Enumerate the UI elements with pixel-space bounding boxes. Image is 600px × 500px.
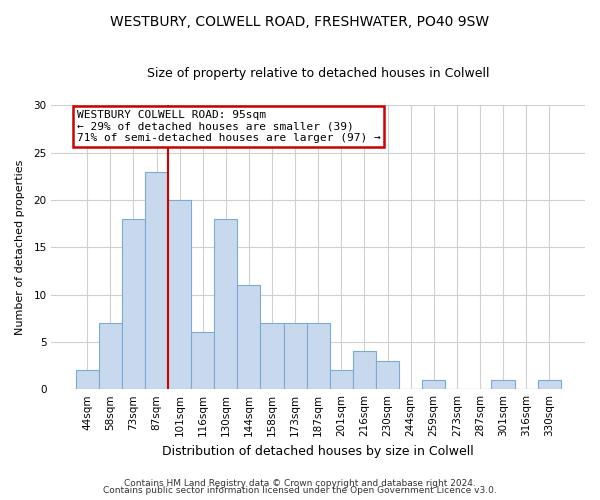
- Title: Size of property relative to detached houses in Colwell: Size of property relative to detached ho…: [147, 68, 490, 80]
- Bar: [538, 380, 561, 389]
- Bar: [284, 323, 307, 389]
- Bar: [238, 285, 260, 389]
- Bar: [422, 380, 445, 389]
- Bar: [168, 200, 191, 389]
- Bar: [307, 323, 330, 389]
- Bar: [76, 370, 99, 389]
- X-axis label: Distribution of detached houses by size in Colwell: Distribution of detached houses by size …: [163, 444, 474, 458]
- Bar: [260, 323, 284, 389]
- Text: WESTBURY, COLWELL ROAD, FRESHWATER, PO40 9SW: WESTBURY, COLWELL ROAD, FRESHWATER, PO40…: [110, 15, 490, 29]
- Text: WESTBURY COLWELL ROAD: 95sqm
← 29% of detached houses are smaller (39)
71% of se: WESTBURY COLWELL ROAD: 95sqm ← 29% of de…: [77, 110, 380, 143]
- Bar: [191, 332, 214, 389]
- Bar: [330, 370, 353, 389]
- Bar: [122, 219, 145, 389]
- Bar: [376, 361, 399, 389]
- Bar: [353, 352, 376, 389]
- Bar: [214, 219, 238, 389]
- Bar: [491, 380, 515, 389]
- Text: Contains HM Land Registry data © Crown copyright and database right 2024.: Contains HM Land Registry data © Crown c…: [124, 478, 476, 488]
- Y-axis label: Number of detached properties: Number of detached properties: [15, 160, 25, 335]
- Bar: [145, 172, 168, 389]
- Text: Contains public sector information licensed under the Open Government Licence v3: Contains public sector information licen…: [103, 486, 497, 495]
- Bar: [99, 323, 122, 389]
